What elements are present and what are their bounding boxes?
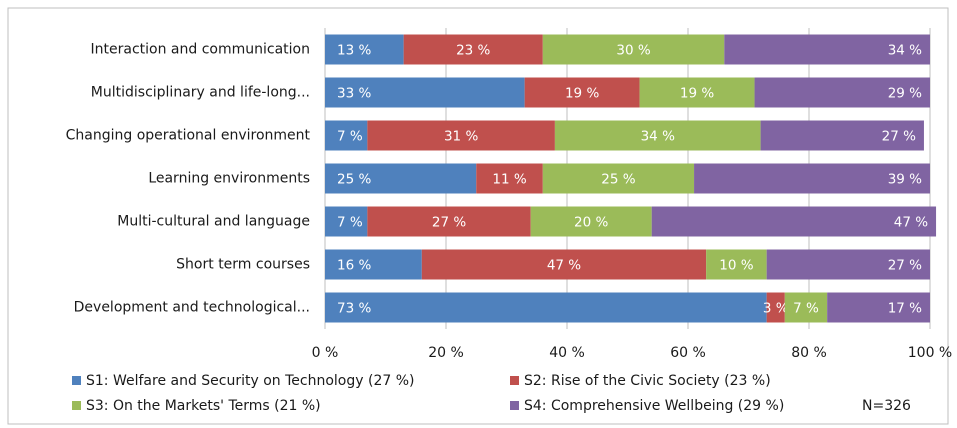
bar-segment	[325, 120, 368, 151]
value-label: 3 %	[763, 301, 789, 317]
bar-segment	[784, 292, 828, 323]
value-label: 7 %	[337, 129, 363, 145]
value-label: 7 %	[337, 215, 363, 231]
annotation: N=326	[862, 398, 911, 414]
value-label: 39 %	[888, 172, 922, 188]
bar-segment	[476, 163, 543, 194]
y-tick-label: Short term courses	[176, 257, 310, 273]
value-label: 27 %	[888, 258, 922, 274]
value-label: 19 %	[565, 86, 599, 102]
bar-segment	[325, 34, 404, 65]
bar-segment	[367, 120, 555, 151]
value-label: 30 %	[616, 43, 650, 59]
chart-frame	[7, 7, 949, 425]
value-label: 19 %	[680, 86, 714, 102]
x-tick-label: 60 %	[670, 345, 706, 361]
value-label: 27 %	[882, 129, 916, 145]
value-label: 13 %	[337, 43, 371, 59]
value-label: 11 %	[492, 172, 526, 188]
y-tick-label: Multidisciplinary and life-long...	[91, 85, 310, 101]
bar-segment	[403, 34, 543, 65]
legend-label: S2: Rise of the Civic Society (23 %)	[524, 373, 771, 389]
value-label: 10 %	[719, 258, 753, 274]
bar-segment	[651, 206, 937, 237]
value-label: 17 %	[888, 301, 922, 317]
bar-segment	[325, 206, 368, 237]
legend-swatch	[72, 376, 81, 385]
value-label: 33 %	[337, 86, 371, 102]
bar-segment	[639, 77, 755, 108]
value-label: 34 %	[641, 129, 675, 145]
legend-swatch	[510, 401, 519, 410]
value-label: 29 %	[888, 86, 922, 102]
value-label: 23 %	[456, 43, 490, 59]
legend-label: S3: On the Markets' Terms (21 %)	[86, 398, 321, 414]
y-tick-label: Learning environments	[148, 171, 310, 187]
legend-label: S1: Welfare and Security on Technology (…	[86, 373, 415, 389]
x-tick-label: 40 %	[549, 345, 585, 361]
bar-segment	[554, 120, 761, 151]
value-label: 31 %	[444, 129, 478, 145]
x-tick-label: 100 %	[908, 345, 952, 361]
value-label: 27 %	[432, 215, 466, 231]
value-label: 7 %	[793, 301, 819, 317]
value-label: 73 %	[337, 301, 371, 317]
y-tick-label: Interaction and communication	[91, 42, 310, 58]
bar-segment	[325, 163, 477, 194]
bar-segment	[766, 249, 930, 280]
value-label: 34 %	[888, 43, 922, 59]
bar-segment	[421, 249, 707, 280]
value-label: 16 %	[337, 258, 371, 274]
bar-segment	[706, 249, 767, 280]
bar-segment	[367, 206, 531, 237]
bar-segment	[542, 34, 725, 65]
value-label: 47 %	[894, 215, 928, 231]
bar-segment	[760, 120, 924, 151]
y-tick-label: Development and technological...	[74, 300, 310, 316]
bar-segment	[724, 34, 930, 65]
bar-segment	[524, 77, 640, 108]
legend-swatch	[72, 401, 81, 410]
bar-segment	[542, 163, 695, 194]
value-label: 47 %	[547, 258, 581, 274]
legend-label: S4: Comprehensive Wellbeing (29 %)	[524, 398, 784, 414]
x-tick-label: 20 %	[428, 345, 464, 361]
value-label: 20 %	[574, 215, 608, 231]
bar-segment	[694, 163, 930, 194]
x-tick-label: 80 %	[791, 345, 827, 361]
bar-segment	[325, 249, 422, 280]
y-tick-label: Changing operational environment	[66, 128, 311, 144]
bar-segment	[827, 292, 930, 323]
bar-segment	[766, 292, 785, 323]
value-label: 25 %	[601, 172, 635, 188]
y-tick-label: Multi-cultural and language	[117, 214, 310, 230]
bar-segment	[325, 292, 767, 323]
bar-segment	[530, 206, 652, 237]
x-tick-label: 0 %	[312, 345, 339, 361]
value-label: 25 %	[337, 172, 371, 188]
legend-swatch	[510, 376, 519, 385]
bar-segment	[754, 77, 930, 108]
bar-segment	[325, 77, 525, 108]
